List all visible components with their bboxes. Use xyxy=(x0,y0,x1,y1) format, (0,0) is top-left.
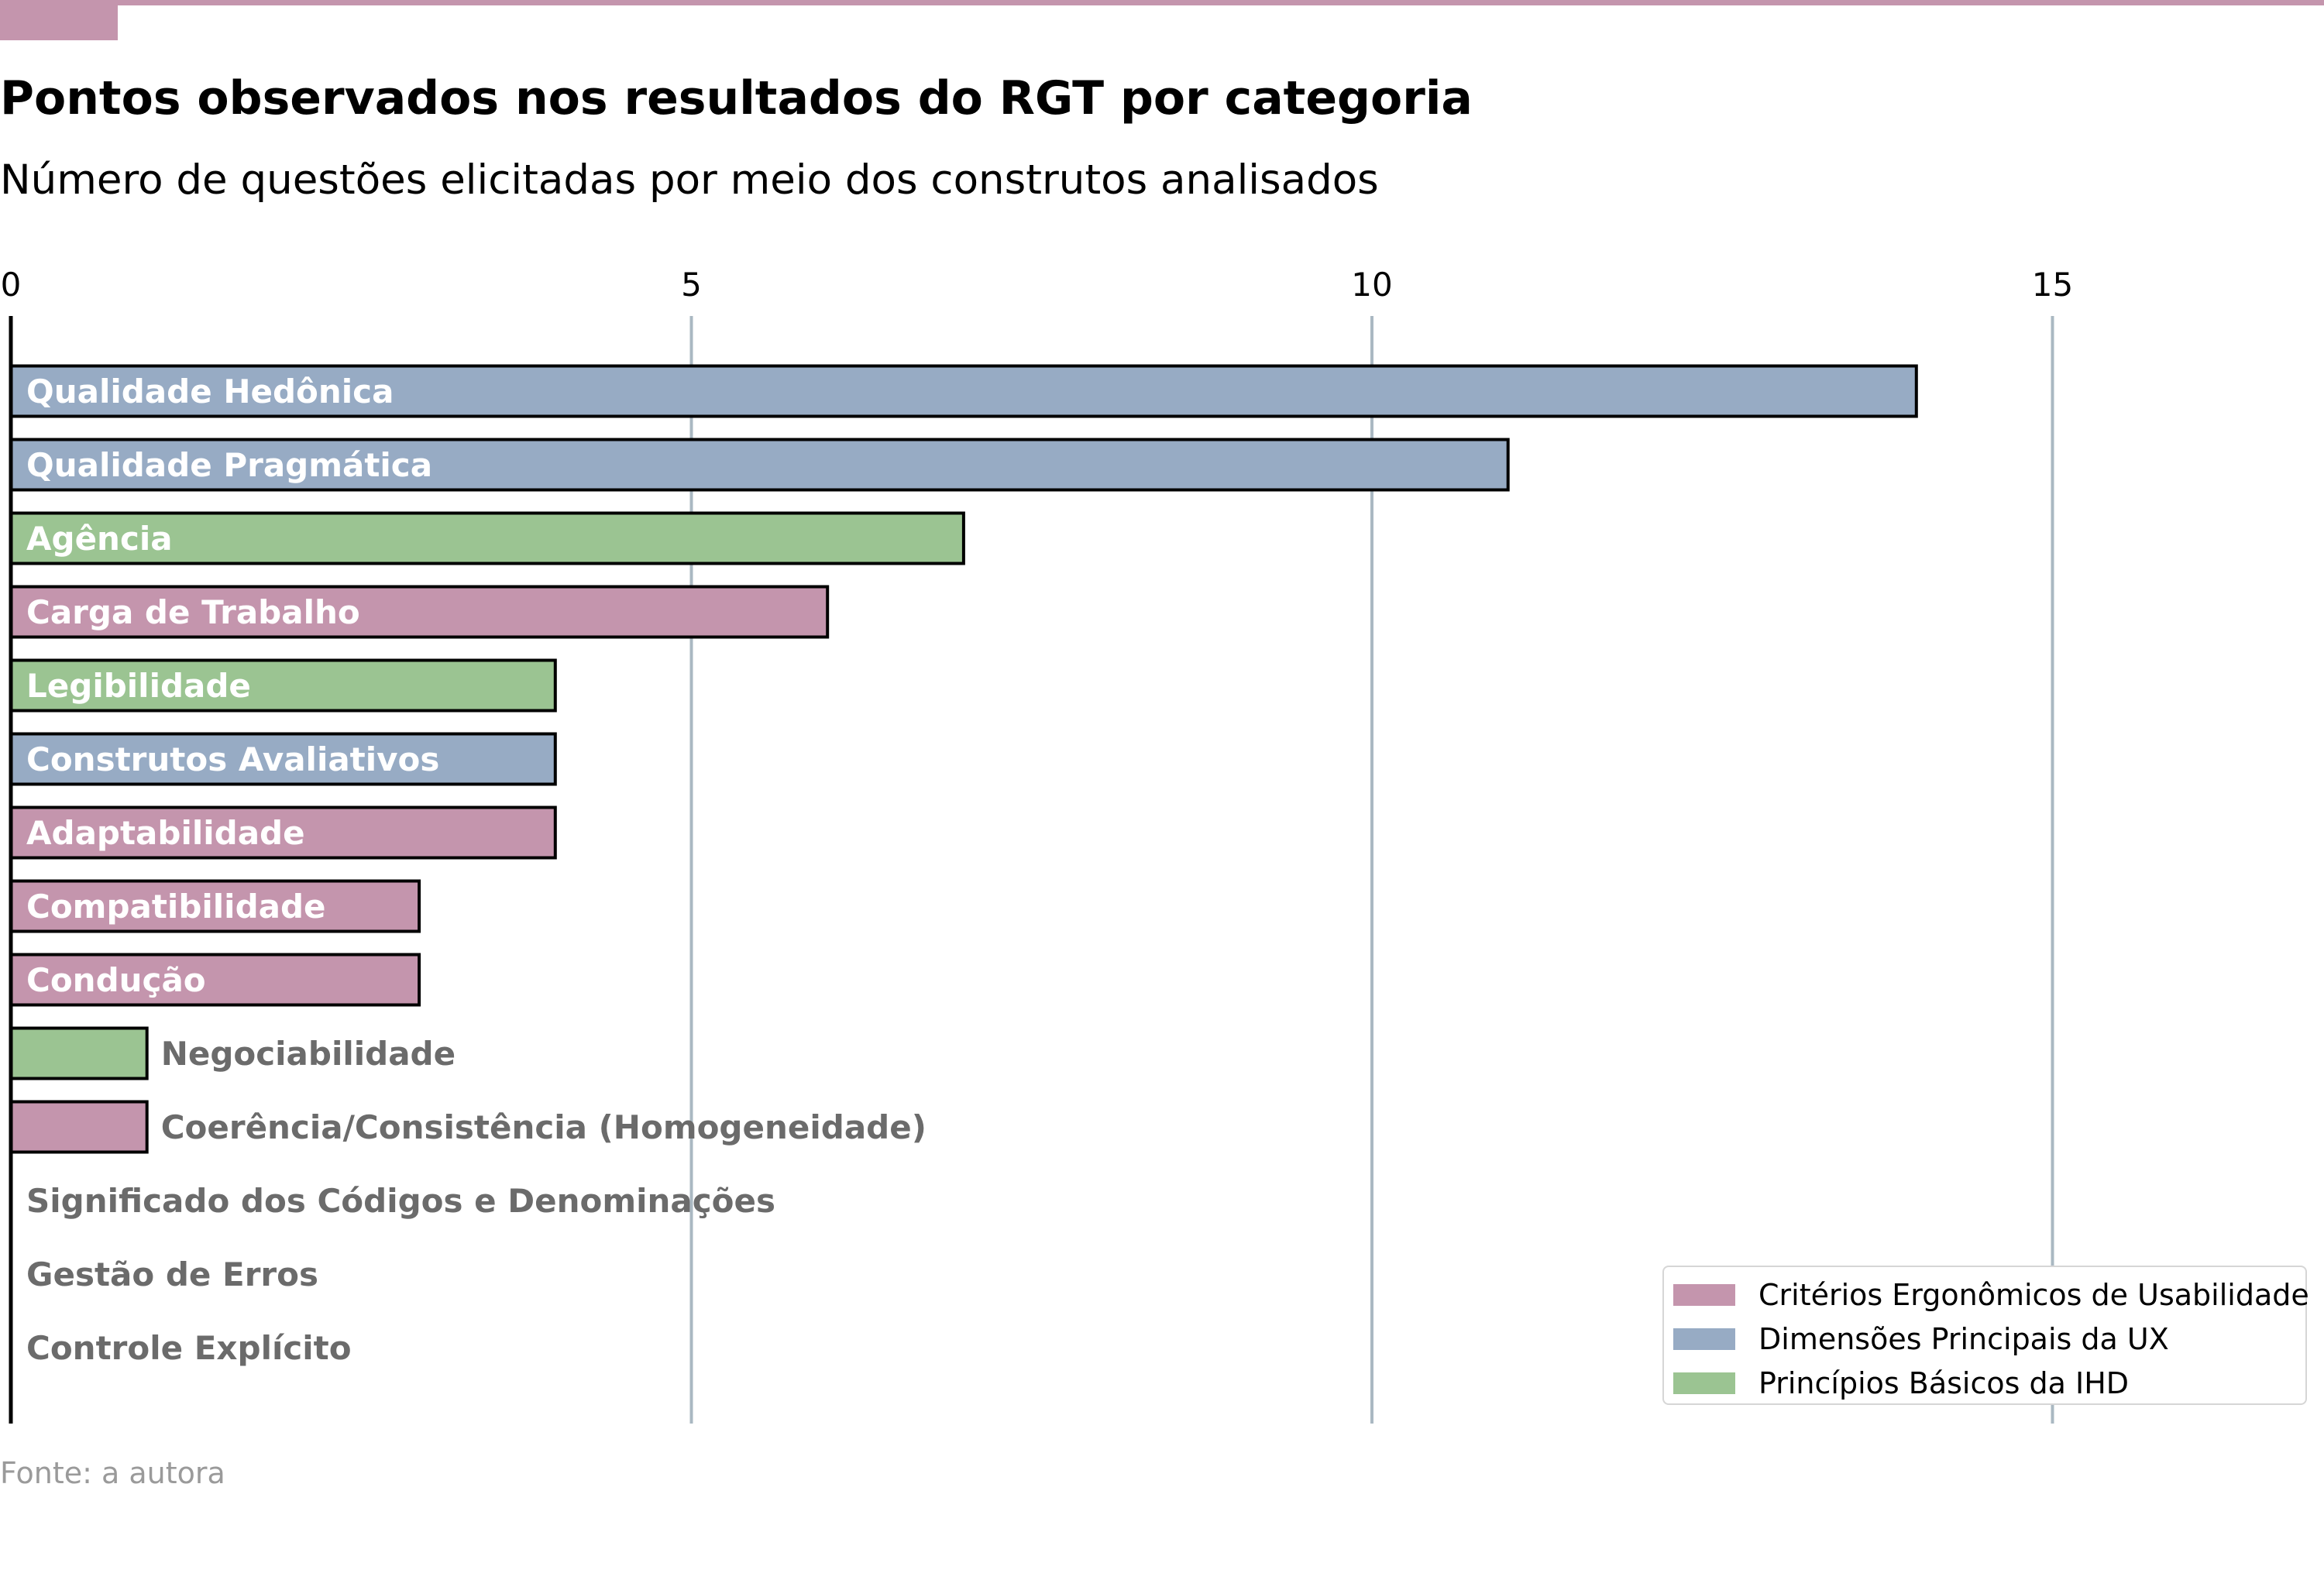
bar-label: Agência xyxy=(26,520,173,558)
legend-item: Critérios Ergonômicos de Usabilidade xyxy=(1673,1273,2309,1317)
bar-label: Legibilidade xyxy=(26,667,251,705)
x-tick-label: 15 xyxy=(2032,266,2073,304)
legend-item: Princípios Básicos da IHD xyxy=(1673,1362,2129,1405)
chart-legend: Critérios Ergonômicos de Usabilidade Dime… xyxy=(1662,1266,2309,1405)
bar-label: Negociabilidade xyxy=(161,1035,456,1073)
bar-label: Carga de Trabalho xyxy=(26,593,360,631)
bar xyxy=(9,805,557,860)
top-accent-rule xyxy=(0,0,2324,5)
bar-label: Controle Explícito xyxy=(26,1329,352,1367)
x-tick-label: 5 xyxy=(681,266,702,304)
bar-label: Adaptabilidade xyxy=(26,814,305,852)
top-accent-tab xyxy=(0,0,118,40)
chart-subtitle: Número de questões elicitadas por meio d… xyxy=(0,156,1379,204)
legend-swatch xyxy=(1673,1328,1735,1350)
bar-label: Qualidade Hedônica xyxy=(26,373,394,410)
bar-label: Compatibilidade xyxy=(26,888,326,926)
legend-item: Dimensões Principais da UX xyxy=(1673,1317,2169,1361)
bar xyxy=(9,511,965,565)
x-tick-label: 10 xyxy=(1351,266,1392,304)
legend-label: Critérios Ergonômicos de Usabilidade xyxy=(1758,1278,2309,1312)
bar xyxy=(9,364,1918,418)
bar xyxy=(9,585,830,639)
source-note: Fonte: a autora xyxy=(0,1456,225,1490)
legend-label: Dimensões Principais da UX xyxy=(1758,1322,2169,1356)
bar-label: Qualidade Pragmática xyxy=(26,446,432,484)
bar-label: Condução xyxy=(26,961,206,999)
bar xyxy=(9,1026,149,1080)
bar xyxy=(9,438,1510,492)
chart-title: Pontos observados nos resultados do RGT … xyxy=(0,71,1473,125)
legend-swatch xyxy=(1673,1284,1735,1306)
bar-label: Significado dos Códigos e Denominações xyxy=(26,1182,775,1220)
bar xyxy=(9,1100,149,1154)
bar-label: Construtos Avaliativos xyxy=(26,740,439,778)
bar xyxy=(9,732,557,786)
bar-label: Coerência/Consistência (Homogeneidade) xyxy=(161,1108,927,1146)
bar-chart: 0 5 10 15 Qualidade Hedônica Qualidade Pragmá… xyxy=(1,266,2073,1424)
x-tick-label: 0 xyxy=(1,266,22,304)
legend-swatch xyxy=(1673,1372,1735,1394)
legend-label: Princípios Básicos da IHD xyxy=(1758,1366,2130,1400)
bar xyxy=(9,658,557,713)
bar-label: Gestão de Erros xyxy=(26,1255,318,1293)
